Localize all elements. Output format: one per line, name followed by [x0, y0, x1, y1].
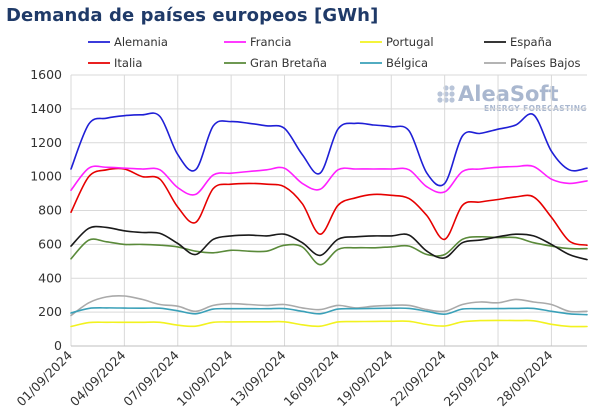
x-axis: 01/09/202404/09/202407/09/202410/09/2024…: [14, 345, 587, 409]
y-tick-label: 1200: [30, 135, 62, 150]
legend: Alemania Francia Portugal España Italia Gran …: [88, 35, 581, 70]
series-line-portugal: [70, 319, 588, 328]
series-lines: [70, 112, 588, 328]
series-line-belgica: [70, 307, 588, 316]
legend-item-francia: Francia: [224, 35, 291, 49]
series-line-gran-bretana: [70, 235, 588, 266]
x-tick-label: 01/09/2024: [14, 347, 76, 409]
series-line-paises-bajos: [70, 295, 588, 317]
legend-label: Italia: [114, 56, 142, 70]
legend-label: Bélgica: [386, 56, 428, 70]
legend-label: Países Bajos: [510, 56, 581, 70]
legend-label: Francia: [250, 35, 291, 49]
x-tick-label: 19/09/2024: [334, 347, 396, 409]
y-tick-label: 1600: [30, 67, 62, 82]
x-tick-label: 25/09/2024: [441, 347, 503, 409]
x-tick-label: 22/09/2024: [387, 347, 449, 409]
chart-title: Demanda de países europeos [GWh]: [6, 5, 379, 26]
legend-label: España: [510, 35, 552, 49]
x-tick-label: 13/09/2024: [227, 347, 289, 409]
legend-item-paises-bajos: Países Bajos: [484, 56, 581, 70]
legend-label: Gran Bretaña: [250, 56, 327, 70]
legend-item-gran-bretana: Gran Bretaña: [224, 56, 327, 70]
x-tick-label: 10/09/2024: [174, 347, 236, 409]
series-line-italia: [70, 167, 588, 246]
x-tick-label: 28/09/2024: [494, 347, 556, 409]
y-tick-label: 0: [54, 338, 62, 353]
y-tick-label: 600: [38, 236, 62, 251]
legend-label: Alemania: [114, 35, 168, 49]
y-tick-label: 1400: [30, 101, 62, 116]
legend-item-espana: España: [484, 35, 552, 49]
y-tick-label: 800: [38, 203, 62, 218]
logo-name: AleaSoft: [458, 82, 559, 106]
legend-label: Portugal: [386, 35, 434, 49]
aleasoft-dots-icon: [437, 85, 455, 103]
x-tick-label: 07/09/2024: [120, 347, 182, 409]
legend-item-alemania: Alemania: [88, 35, 168, 49]
y-tick-label: 400: [38, 270, 62, 285]
x-tick-label: 04/09/2024: [67, 347, 129, 409]
legend-item-italia: Italia: [88, 56, 142, 70]
legend-item-belgica: Bélgica: [360, 56, 428, 70]
aleasoft-logo: AleaSoft ENERGY FORECASTING: [437, 82, 587, 113]
series-line-alemania: [70, 112, 588, 187]
y-tick-label: 1000: [30, 169, 62, 184]
series-line-francia: [70, 164, 588, 196]
x-tick-label: 16/09/2024: [280, 347, 342, 409]
legend-item-portugal: Portugal: [360, 35, 434, 49]
y-axis: 0 200 400 600 800 1000 1200 1400 1600: [30, 67, 62, 353]
series-line-espana: [70, 225, 588, 261]
y-tick-label: 200: [38, 304, 62, 319]
grid: [70, 74, 587, 347]
